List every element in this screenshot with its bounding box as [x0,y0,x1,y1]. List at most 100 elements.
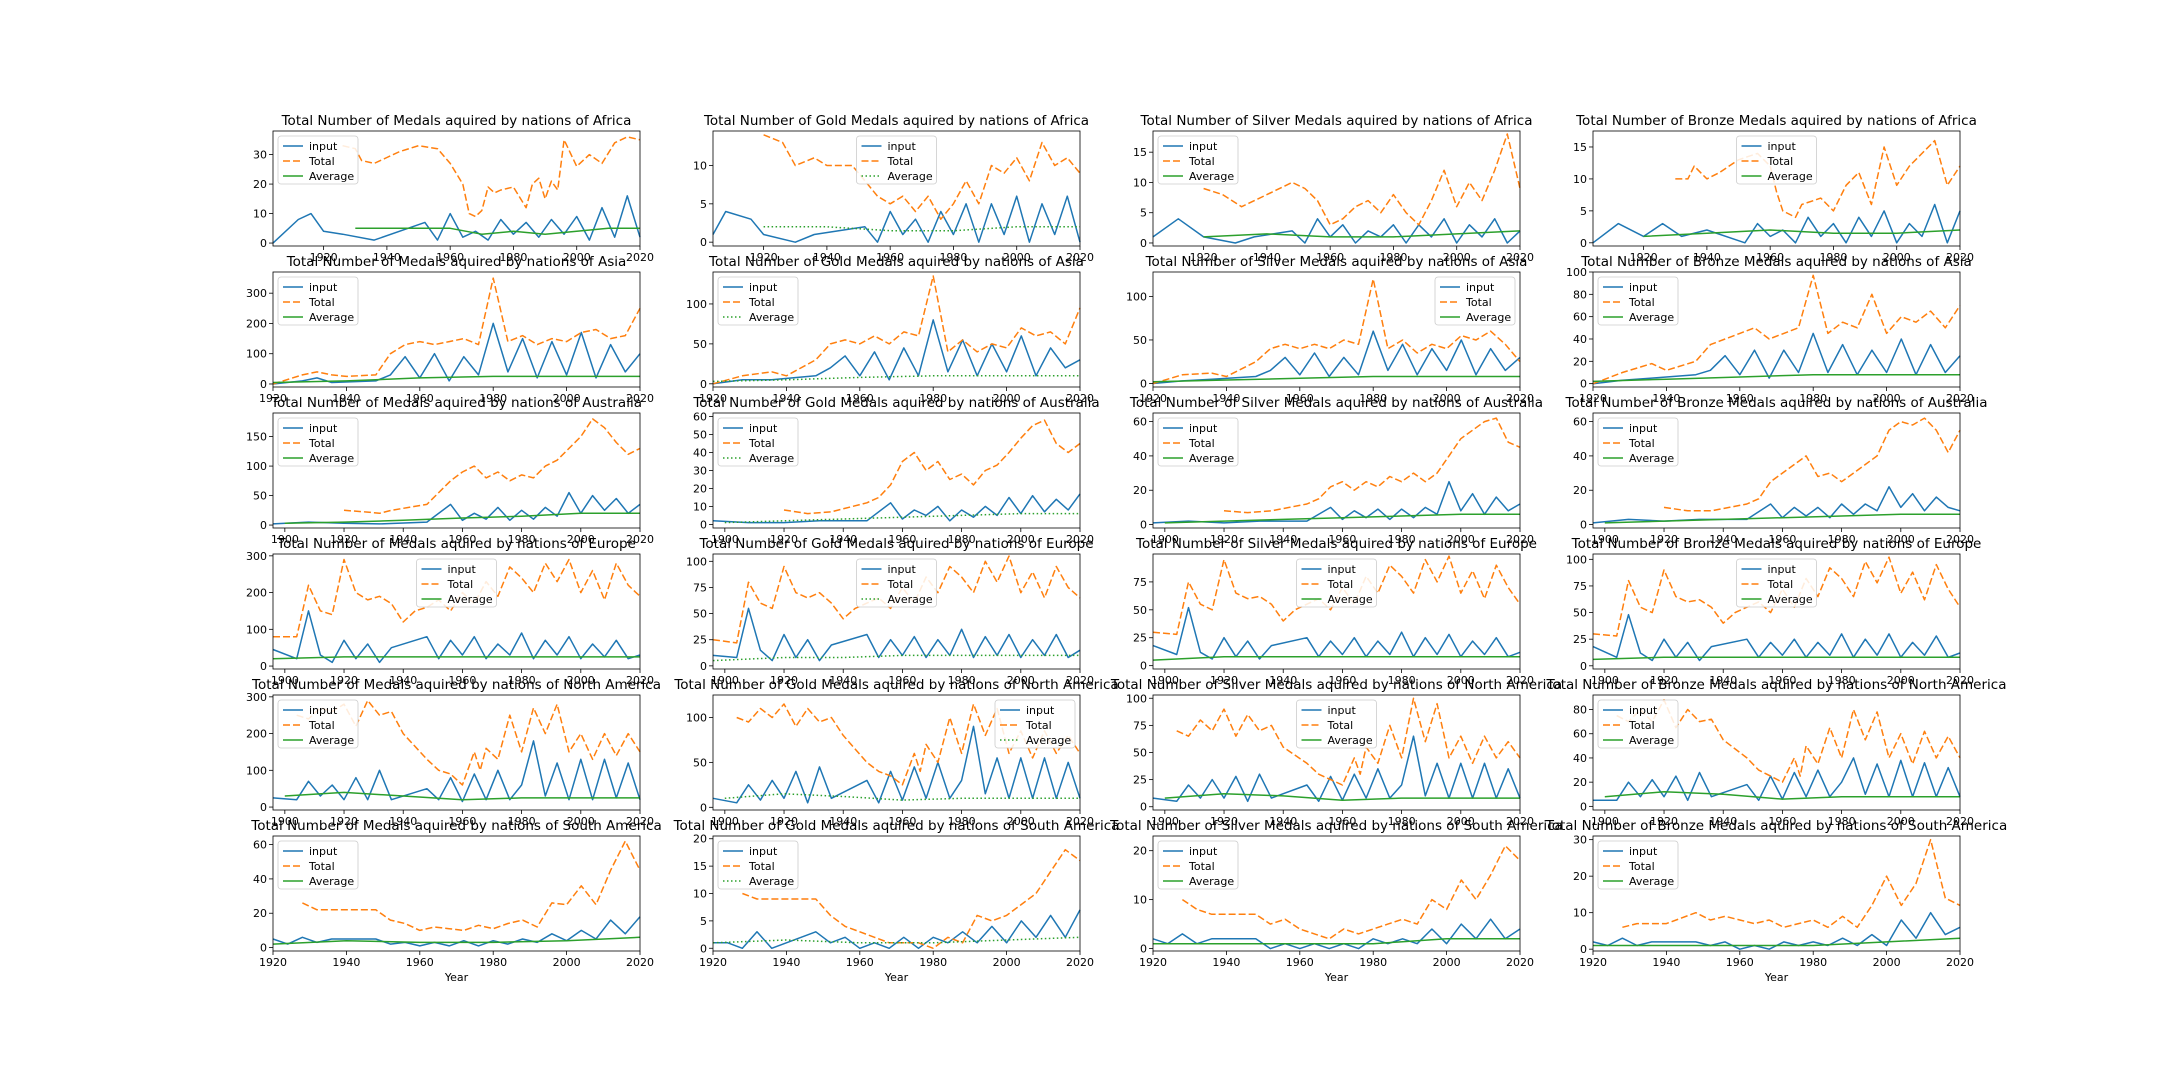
x-tick-label: 1960 [1768,533,1796,546]
x-tick-label: 1960 [448,815,476,828]
x-tick-label: 2000 [1443,251,1471,264]
subplot-15: 1900 1920 1940 1960 1980 2000 2020 0 25 50 75 Total… [1133,536,1537,687]
series-line-input [272,916,641,947]
x-tick-label: 1940 [389,815,417,828]
y-tick-label: 100 [1126,290,1147,303]
x-tick-label: 1920 [330,815,358,828]
y-tick-label: 300 [246,550,267,563]
legend-box [1157,135,1239,185]
legend: input Total Average [1157,840,1239,890]
series-line-input [1592,911,1961,950]
legend-label: input [1629,422,1658,435]
x-tick-label: 1940 [1269,815,1297,828]
x-tick-label: 1960 [846,956,874,969]
x-tick-label: 1980 [1359,956,1387,969]
x-tick-label: 2020 [1506,251,1534,264]
series-line-total [302,840,641,932]
x-tick-label: 1940 [373,251,401,264]
legend-label: input [749,422,778,435]
axes-frame [1152,835,1521,952]
legend-box [856,558,937,608]
axes-frame [1592,130,1961,247]
x-tick-label: 1900 [711,674,739,687]
legend-label: Total [1628,437,1655,450]
x-tick-label: 2020 [1506,392,1534,405]
legend-box [1157,840,1239,890]
legend: input Total Average [1597,417,1679,467]
y-tick-label: 0 [700,801,707,814]
series-line-input [272,610,641,664]
x-tick-label: 1960 [406,392,434,405]
subplot-title: Total Number of Medals aquired by nation… [270,395,642,411]
x-tick-label: 2000 [1447,674,1475,687]
y-tick-label: 25 [1133,632,1147,645]
y-tick-label: 100 [1566,553,1587,566]
legend-label: input [309,845,338,858]
legend-label: Average [309,875,354,888]
legend-box [277,699,359,749]
legend-label: Total [1465,296,1492,309]
series-line-average [284,512,640,525]
x-tick-label: 2000 [567,674,595,687]
x-tick-label: 1940 [1269,674,1297,687]
axes-frame [272,412,641,529]
y-tick-label: 50 [1573,607,1587,620]
x-tick-label: 2020 [626,674,654,687]
x-tick-label: 2020 [1506,674,1534,687]
x-tick-label: 1940 [1709,674,1737,687]
x-tick-label: 1960 [888,533,916,546]
subplot-19: 1900 1920 1940 1960 1980 2000 20200255075100To… [1110,677,1562,828]
axes-frame [272,835,641,952]
x-tick-label: 2020 [626,815,654,828]
axes-frame [272,694,641,811]
y-tick-label: 75 [1133,719,1147,732]
x-tick-label: 1920 [750,251,778,264]
x-tick-label: 1900 [1591,674,1619,687]
subplot-title: Total Number of Medals aquired by nation… [281,113,632,129]
series-line-input [1152,330,1521,385]
legend-box [1597,276,1679,326]
legend: input Total Average [717,417,799,467]
series-line-average [272,375,640,384]
legend-label: Total [1327,578,1354,591]
legend-label: Total [1767,155,1794,168]
series-line-average [763,226,1080,232]
series-line-input [1152,918,1521,950]
subplot-title: Total Number of Silver Medals aquired by… [1129,395,1543,411]
x-tick-label: 1900 [711,815,739,828]
x-tick-label: 1980 [1799,392,1827,405]
legend-label: Total [1188,155,1215,168]
legend: input Total Average [416,558,497,608]
legend-label: Average [1189,452,1234,465]
x-tick-label: 1920 [1139,956,1167,969]
x-tick-label: 2000 [993,956,1021,969]
y-tick-label: 10 [693,500,707,513]
series-line-total [1181,845,1521,940]
x-tick-label: 2020 [626,251,654,264]
legend-label: input [1026,704,1055,717]
legend-label: input [1629,845,1658,858]
y-tick-label: 20 [1573,355,1587,368]
x-tick-label: 2000 [1447,815,1475,828]
legend-label: Total [1188,437,1215,450]
subplot-title: Total Number of Medals aquired by nation… [251,677,661,693]
legend-box [1296,558,1377,608]
x-tick-label: 1960 [1316,251,1344,264]
x-tick-label: 2020 [1946,533,1974,546]
series-line-average [712,936,1081,944]
subplot-16: 1900 1920 1940 1960 1980 2000 20200255075100To… [1566,536,1981,687]
x-tick-label: 1940 [389,533,417,546]
subplot-8: 1920 1940 1960 1980 2000 2020020406080100Tota… [1566,254,1974,405]
x-tick-label: 1920 [310,251,338,264]
y-tick-label: 200 [246,728,267,741]
subplot-title: Total Number of Bronze Medals aquired by… [1545,677,2006,693]
x-tick-label: 2000 [1873,392,1901,405]
axes-frame [712,271,1081,388]
y-tick-label: 50 [693,756,707,769]
legend-label: Average [749,875,794,888]
x-tick-label: 2020 [1946,956,1974,969]
x-tick-label: 2020 [1946,674,1974,687]
y-tick-label: 80 [1573,704,1587,717]
y-tick-label: 25 [693,634,707,647]
y-tick-label: 25 [1133,774,1147,787]
